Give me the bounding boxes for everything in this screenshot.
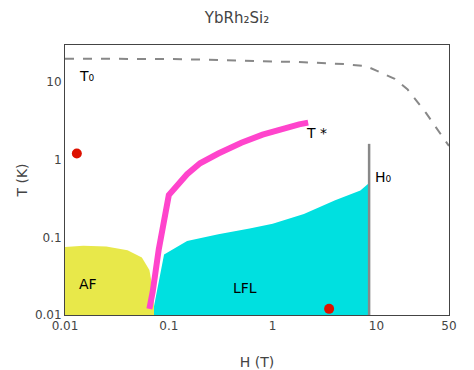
svg-text:YbRh₂Si₂: YbRh₂Si₂ — [204, 9, 269, 27]
svg-text:10: 10 — [369, 319, 384, 333]
svg-text:AF: AF — [79, 276, 97, 292]
svg-text:10: 10 — [46, 75, 61, 89]
svg-text:50: 50 — [441, 319, 456, 333]
svg-text:T₀: T₀ — [79, 68, 95, 84]
svg-text:1: 1 — [54, 153, 62, 167]
svg-text:0.01: 0.01 — [52, 319, 79, 333]
svg-text:0.1: 0.1 — [43, 231, 62, 245]
svg-text:1: 1 — [269, 319, 277, 333]
svg-text:0.1: 0.1 — [159, 319, 178, 333]
svg-text:T (K): T (K) — [14, 163, 30, 197]
svg-text:LFL: LFL — [233, 280, 257, 296]
svg-text:H (T): H (T) — [240, 354, 274, 370]
svg-text:H₀: H₀ — [375, 169, 392, 185]
svg-text:0.01: 0.01 — [35, 308, 62, 322]
svg-text:T *: T * — [306, 125, 327, 141]
